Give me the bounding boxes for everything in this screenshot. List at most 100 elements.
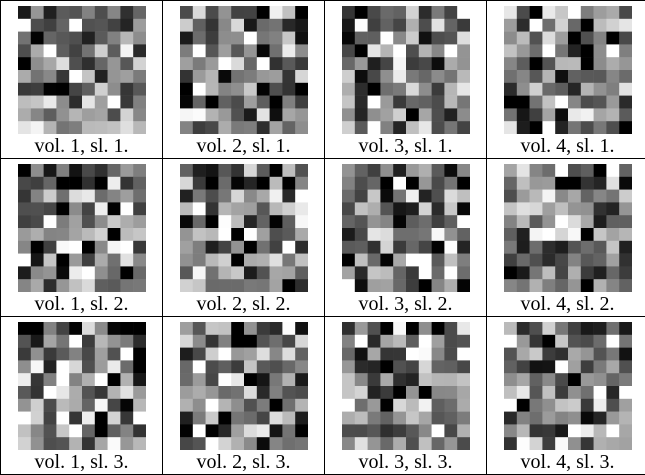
patch-pixel [231,424,244,437]
patch-pixel [120,108,133,121]
patch-pixel [256,399,269,412]
patch-pixel [593,70,606,83]
patch-pixel [504,254,517,267]
patch-pixel [380,32,393,45]
patch-pixel [82,32,95,45]
patch-pixel [107,322,120,335]
patch-pixel [205,202,218,215]
patch-pixel [606,121,619,134]
patch-pixel [529,228,542,241]
patch-pixel [580,348,593,361]
patch-pixel [205,96,218,109]
patch-pixel [192,19,205,32]
patch-pixel [192,386,205,399]
patch-pixel [542,322,555,335]
patch-pixel [529,322,542,335]
patch-pixel [406,215,419,228]
patch-pixel [256,57,269,70]
patch-pixel [529,373,542,386]
patch-pixel [56,399,69,412]
patch-pixel [244,177,257,190]
patch-pixel [295,437,308,450]
patch-pixel [256,215,269,228]
patch-pixel [354,6,367,19]
patch-pixel [269,254,282,267]
patch-pixel [580,202,593,215]
patch-pixel [256,348,269,361]
patch-pixel [256,228,269,241]
patch-pixel [282,266,295,279]
patch-pixel [555,57,568,70]
patch-pixel [393,399,406,412]
patch-pixel [555,266,568,279]
patch-pixel [269,424,282,437]
patch-pixel [457,437,470,450]
patch-pixel [393,322,406,335]
patch-pixel [180,190,193,203]
patch-pixel [542,96,555,109]
patch-pixel [457,254,470,267]
patch-pixel [82,360,95,373]
patch-pixel [619,164,632,177]
patch-pixel [120,348,133,361]
patch-pixel [393,335,406,348]
patch-pixel [516,70,529,83]
patch-pixel [205,399,218,412]
patch-pixel [30,360,43,373]
patch-pixel [367,32,380,45]
patch-pixel [192,70,205,83]
patch-pixel [218,241,231,254]
patch-pixel [568,254,581,267]
patch-pixel [542,228,555,241]
patch-pixel [580,70,593,83]
patch-pixel [244,6,257,19]
patch-pixel [619,190,632,203]
patch-pixel [120,322,133,335]
patch-pixel [529,424,542,437]
patch-pixel [69,202,82,215]
patch-pixel [619,335,632,348]
patch-pixel [580,121,593,134]
patch-pixel [69,254,82,267]
patch-pixel [205,32,218,45]
patch-pixel [367,96,380,109]
patch-pixel [244,96,257,109]
patch-pixel [30,386,43,399]
patch-pixel [120,386,133,399]
patch-pixel [180,70,193,83]
patch-pixel [94,32,107,45]
patch-pixel [529,215,542,228]
patch-pixel [542,279,555,292]
patch-pixel [444,96,457,109]
patch-pixel [593,215,606,228]
patch-pixel [516,190,529,203]
panel-cell: vol. 4, sl. 2. [487,159,645,317]
patch-pixel [580,19,593,32]
patch-pixel [205,360,218,373]
patch-pixel [180,57,193,70]
patch-pixel [354,373,367,386]
patch-pixel [593,399,606,412]
patch-pixel [393,202,406,215]
patch-pixel [342,228,355,241]
patch-pixel [516,19,529,32]
patch-pixel [354,96,367,109]
patch-pixel [295,228,308,241]
patch-pixel [256,70,269,83]
patch-pixel [367,83,380,96]
patch-pixel [418,19,431,32]
patch-pixel [431,215,444,228]
patch-pixel [282,241,295,254]
patch-pixel [269,57,282,70]
patch-pixel [82,190,95,203]
patch-pixel [231,6,244,19]
patch-pixel [269,412,282,425]
patch-pixel [133,215,146,228]
patch-pixel [580,386,593,399]
patch-pixel [593,32,606,45]
patch-pixel [367,228,380,241]
patch-pixel [380,202,393,215]
patch-pixel [380,437,393,450]
patch-pixel [516,279,529,292]
patch-pixel [133,335,146,348]
